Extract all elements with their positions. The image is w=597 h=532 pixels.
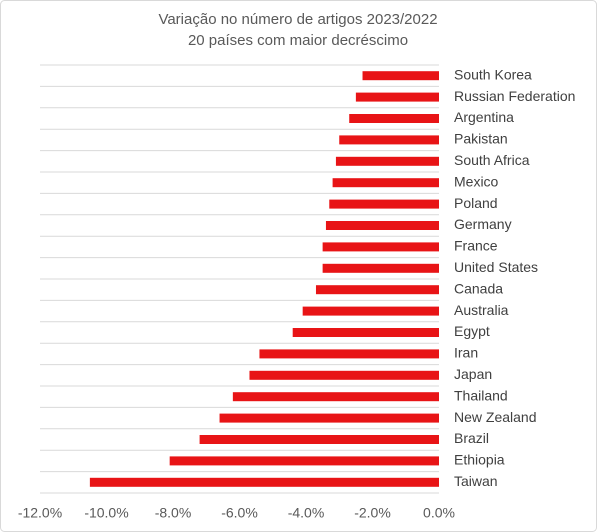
y-tick-label: South Africa (454, 152, 530, 168)
chart-subtitle: 20 países com maior decréscimo (188, 32, 408, 49)
bar (302, 306, 439, 316)
y-tick-label: Thailand (454, 387, 508, 403)
bar (292, 328, 439, 337)
y-tick-label: Ethiopia (454, 452, 505, 468)
y-tick-label: Argentina (454, 109, 514, 125)
bar (349, 114, 439, 123)
y-tick-label: Poland (454, 195, 498, 211)
x-tick-label: -8.0% (155, 505, 192, 521)
y-tick-label: South Korea (454, 66, 532, 82)
chart-title: Variação no número de artigos 2023/2022 (158, 11, 437, 28)
x-tick-label: -10.0% (84, 505, 128, 521)
bar (169, 456, 440, 466)
bar (339, 135, 439, 145)
bar (322, 263, 439, 273)
y-tick-label: Egypt (454, 323, 490, 339)
y-tick-label: Japan (454, 366, 492, 382)
bar (89, 477, 439, 487)
bar (232, 392, 439, 402)
bar (362, 71, 439, 81)
bar (315, 285, 439, 295)
bar (199, 435, 439, 444)
bar (329, 199, 439, 209)
y-tick-label: Brazil (454, 430, 489, 446)
y-tick-label: Taiwan (454, 473, 498, 489)
bar (219, 413, 439, 423)
y-tick-label: United States (454, 259, 538, 275)
y-tick-label: Australia (454, 302, 509, 318)
y-tick-label: Germany (454, 216, 512, 232)
x-tick-label: -2.0% (354, 505, 391, 521)
y-tick-label: Mexico (454, 173, 499, 189)
bar (249, 370, 439, 380)
bar (322, 242, 439, 252)
y-tick-label: New Zealand (454, 409, 537, 425)
bar (332, 178, 439, 188)
bar (325, 221, 439, 230)
bar (335, 156, 439, 166)
y-tick-label: Pakistan (454, 131, 508, 147)
x-tick-label: -12.0% (18, 505, 62, 521)
bar (355, 92, 439, 102)
y-tick-label: Canada (454, 280, 503, 296)
x-tick-label: 0.0% (423, 505, 455, 521)
y-tick-label: Russian Federation (454, 88, 575, 104)
y-tick-label: Iran (454, 345, 478, 361)
bar (259, 349, 439, 359)
y-tick-label: France (454, 238, 498, 254)
x-tick-label: -6.0% (221, 505, 258, 521)
x-tick-label: -4.0% (288, 505, 325, 521)
